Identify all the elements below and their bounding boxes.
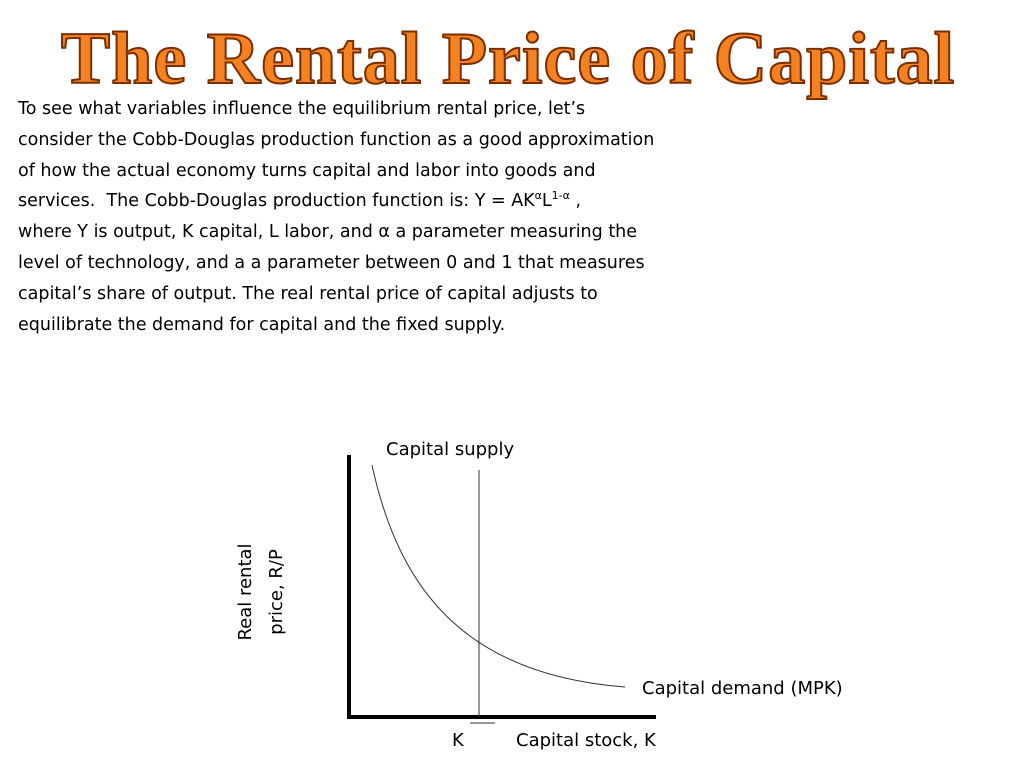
- text-segment: To see what variables influence the equi…: [18, 99, 586, 119]
- body-line: of how the actual economy turns capital …: [18, 156, 654, 187]
- body-text: To see what variables influence the equi…: [18, 94, 654, 340]
- text-segment: ,: [569, 191, 582, 212]
- supply-label: Capital supply: [386, 439, 514, 460]
- text-segment: consider the Cobb-Douglas production fun…: [18, 129, 655, 150]
- slide-title: The Rental Price of Capital: [61, 18, 955, 100]
- body-line: consider the Cobb-Douglas production fun…: [18, 125, 654, 156]
- y-axis-label-line: price, R/P: [266, 549, 287, 635]
- text-segment: level of technology, and a a parameter b…: [18, 252, 645, 273]
- x-axis-label: Capital stock, K: [516, 730, 657, 751]
- demand-label: Capital demand (MPK): [642, 678, 843, 699]
- text-segment: L: [541, 191, 552, 212]
- body-line: services. The Cobb-Douglas production fu…: [18, 186, 654, 217]
- body-line: where Y is output, K capital, L labor, a…: [18, 217, 654, 248]
- y-axis-label: Real rental price, R/P: [235, 543, 287, 640]
- text-segment: equilibrate the demand for capital and t…: [18, 314, 506, 335]
- body-line: capital’s share of output. The real rent…: [18, 279, 654, 310]
- body-line: To see what variables influence the equi…: [18, 94, 654, 125]
- text-segment: of how the actual economy turns capital …: [18, 160, 596, 181]
- superscript: 1-α: [551, 189, 570, 203]
- text-segment: a parameter measuring the: [389, 222, 638, 243]
- text-segment: capital’s share of output. The real rent…: [18, 283, 598, 304]
- body-line: equilibrate the demand for capital and t…: [18, 310, 654, 341]
- title-area: The Rental Price of Capital: [60, 17, 955, 100]
- demand-curve: [371, 464, 626, 688]
- body-line: level of technology, and a a parameter b…: [18, 248, 654, 279]
- text-segment: α: [378, 222, 390, 243]
- k-label: K: [452, 730, 465, 751]
- y-axis-label-line: Real rental: [235, 543, 256, 640]
- superscript: α: [534, 189, 542, 203]
- text-segment: services. The Cobb-Douglas production fu…: [18, 191, 535, 212]
- text-segment: where Y is output, K capital, L labor, a…: [18, 222, 379, 243]
